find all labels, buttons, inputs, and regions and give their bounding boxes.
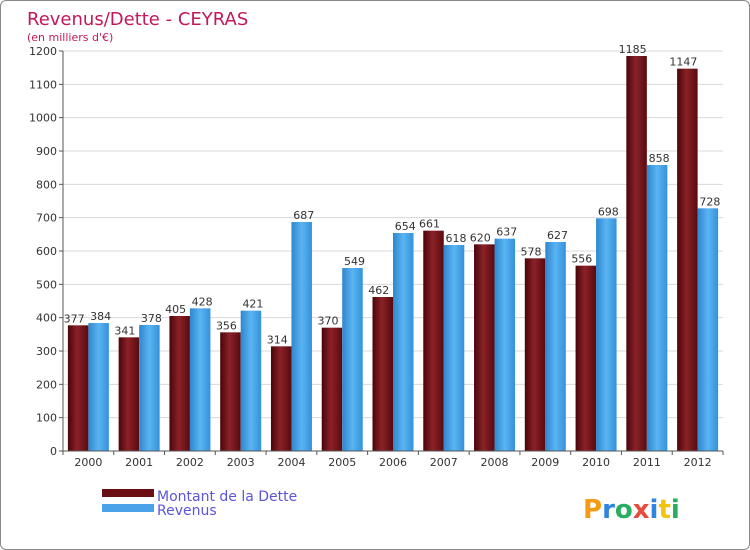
x-tick-label: 2003 xyxy=(227,456,255,469)
legend: Montant de la Dette Revenus xyxy=(102,489,297,519)
data-label: 637 xyxy=(496,226,517,239)
y-tick-label: 700 xyxy=(36,212,57,225)
bar-dette xyxy=(524,258,546,451)
y-tick-label: 400 xyxy=(36,312,57,325)
x-tick-label: 2007 xyxy=(430,456,458,469)
y-tick-label: 300 xyxy=(36,345,57,358)
legend-swatch-debt xyxy=(102,489,154,497)
data-label: 618 xyxy=(446,232,467,245)
bar-dette xyxy=(118,337,140,451)
y-tick-label: 900 xyxy=(36,145,57,158)
x-axis: 2000 2001 2002 2003 2004 2005 2006 2007 2008 2009… xyxy=(62,450,724,469)
bar-dette xyxy=(677,68,698,452)
bar-dette xyxy=(474,244,495,451)
bar-revenus xyxy=(393,233,414,451)
bar-revenus xyxy=(240,310,262,451)
data-label: 341 xyxy=(114,324,135,337)
bar-dette xyxy=(220,332,241,451)
bar-dette xyxy=(626,56,647,451)
data-label: 661 xyxy=(419,218,440,231)
chart-subtitle: (en milliers d'€) xyxy=(27,31,113,44)
bar-dette xyxy=(169,316,190,451)
data-label: 377 xyxy=(64,312,85,325)
x-tick-label: 2011 xyxy=(633,456,661,469)
bar-revenus xyxy=(545,242,566,451)
bar-revenus xyxy=(291,222,312,451)
bar-revenus xyxy=(646,165,668,451)
bar-dette xyxy=(372,297,393,451)
bar-revenus xyxy=(697,208,719,451)
bar-dette xyxy=(67,325,89,451)
data-label: 549 xyxy=(344,255,365,268)
y-tick-label: 600 xyxy=(36,245,57,258)
legend-label-debt: Montant de la Dette xyxy=(157,489,297,505)
y-tick-label: 0 xyxy=(50,445,57,458)
svg-text:Proxiti: Proxiti xyxy=(583,495,680,525)
bar-revenus xyxy=(596,218,617,451)
y-tick-label: 500 xyxy=(36,278,57,291)
data-label: 462 xyxy=(368,284,389,297)
bar-revenus xyxy=(443,245,465,451)
x-tick-label: 2006 xyxy=(379,456,407,469)
x-tick-label: 2001 xyxy=(125,456,153,469)
bar-revenus xyxy=(342,268,363,451)
chart-title: Revenus/Dette - CEYRAS xyxy=(27,9,248,30)
legend-swatch-revenus xyxy=(102,504,154,512)
x-tick-label: 2002 xyxy=(176,456,204,469)
data-label: 356 xyxy=(216,319,237,332)
data-label: 370 xyxy=(317,315,338,328)
bar-revenus xyxy=(494,238,516,451)
bar-dette xyxy=(321,327,343,451)
data-label: 378 xyxy=(141,312,162,325)
y-tick-label: 800 xyxy=(36,178,57,191)
bar-dette xyxy=(270,346,292,451)
x-tick-label: 2005 xyxy=(328,456,356,469)
bar-dette xyxy=(575,265,597,451)
y-tick-label: 1100 xyxy=(29,78,57,91)
x-tick-label: 2012 xyxy=(684,456,712,469)
y-tick-label: 1200 xyxy=(29,45,57,58)
x-tick-label: 2000 xyxy=(74,456,102,469)
bar-revenus xyxy=(139,325,160,451)
y-tick-label: 1000 xyxy=(29,112,57,125)
data-label: 314 xyxy=(267,333,288,346)
data-label: 421 xyxy=(242,298,263,311)
data-label: 627 xyxy=(547,229,568,242)
data-label: 1185 xyxy=(619,43,647,56)
x-tick-label: 2004 xyxy=(277,456,305,469)
y-axis: 0 100 200 300 400 500 600 700 800 900 1000 1100 1200 xyxy=(29,45,64,458)
y-tick-label: 100 xyxy=(36,412,57,425)
x-tick-label: 2010 xyxy=(582,456,610,469)
data-label: 620 xyxy=(470,231,491,244)
legend-label-revenus: Revenus xyxy=(157,503,217,519)
x-tick-label: 2009 xyxy=(531,456,559,469)
data-label: 428 xyxy=(192,295,213,308)
data-label: 687 xyxy=(293,209,314,222)
x-tick-label: 2008 xyxy=(481,456,509,469)
bar-dette xyxy=(423,230,444,451)
data-label: 405 xyxy=(165,303,186,316)
proxiti-logo: Proxiti xyxy=(583,495,680,525)
bar-revenus xyxy=(189,308,211,451)
data-label: 384 xyxy=(90,310,111,323)
bar-revenus xyxy=(88,323,109,451)
data-label: 728 xyxy=(699,195,720,208)
data-label: 578 xyxy=(521,245,542,258)
data-label: 1147 xyxy=(669,56,697,69)
data-label: 556 xyxy=(571,253,592,266)
y-tick-label: 200 xyxy=(36,378,57,391)
data-label: 858 xyxy=(649,152,670,165)
data-label: 698 xyxy=(598,205,619,218)
data-label: 654 xyxy=(395,220,416,233)
